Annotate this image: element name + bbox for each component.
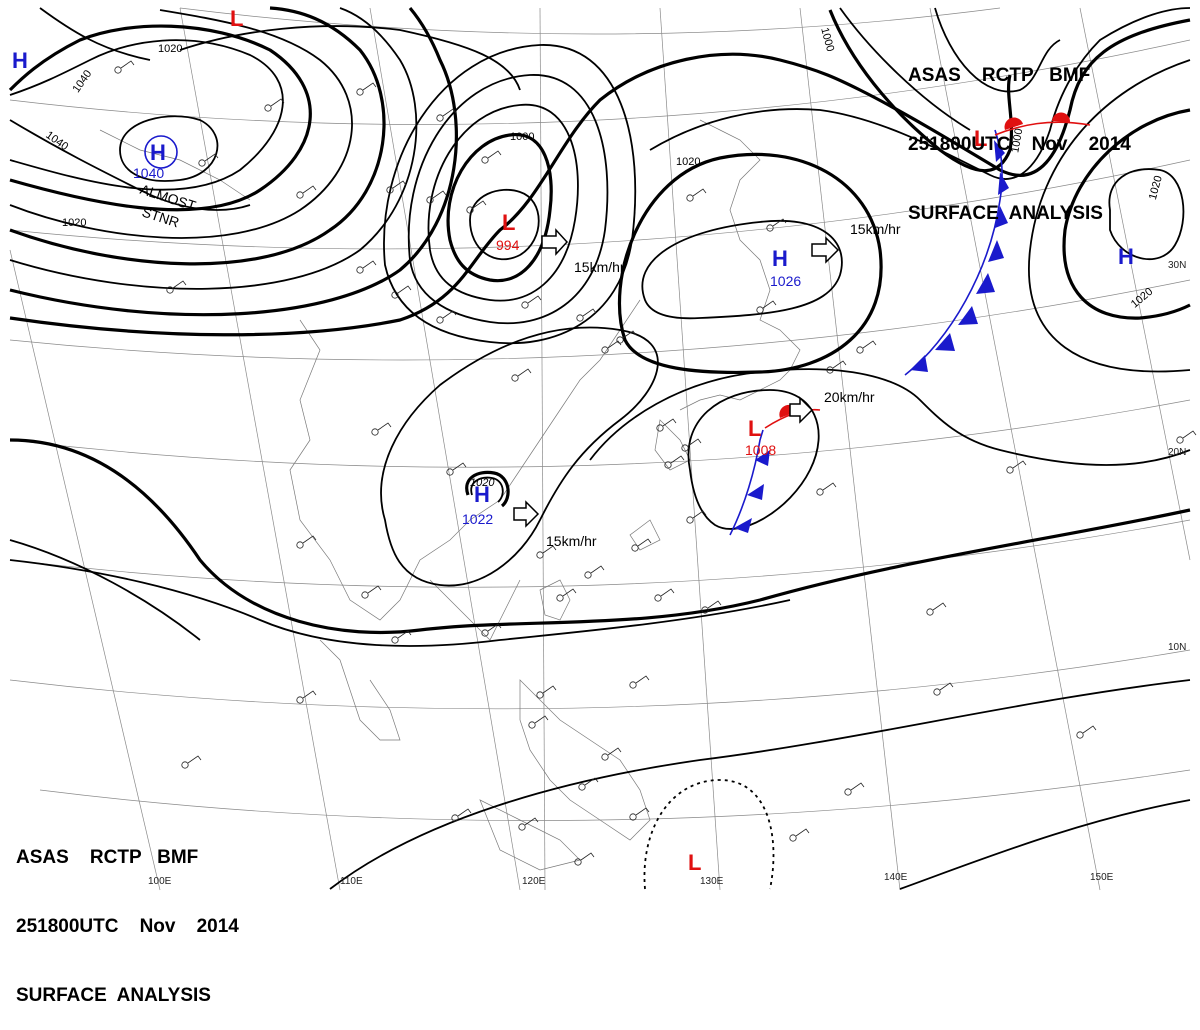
isobar-ne-3 xyxy=(934,7,1061,93)
isobar-label-1000-ne: 1000 xyxy=(818,26,836,53)
isobar-1008 xyxy=(687,389,820,530)
header-line-3: SURFACE ANALYSIS xyxy=(16,985,211,1006)
isobar-label-1000-front: 1000 xyxy=(1009,128,1025,154)
surface-analysis-map: H 1040 H L L 994 H 1026 L H L 1008 H 102… xyxy=(8,6,1197,891)
isobar-high1026 xyxy=(641,220,843,320)
isobar-siberia-6 xyxy=(9,7,418,290)
pressure-centers: H 1040 H L L 994 H 1026 L H L 1008 H 102… xyxy=(12,6,1134,875)
header-line-3: SURFACE ANALYSIS xyxy=(908,203,1103,224)
lon-label-110e: 110E xyxy=(340,876,363,887)
high-center-northwest: H xyxy=(12,48,28,73)
lon-label-140e: 140E xyxy=(884,872,908,883)
isobar-siberia-2 xyxy=(9,39,284,191)
lon-label-150e: 150E xyxy=(1090,872,1114,883)
header-top-right: ASAS RCTP BMF 251800UTC Nov 2014 SURFACE… xyxy=(908,18,1131,248)
high-center-1022: H xyxy=(474,482,490,507)
lon-label-120e: 120E xyxy=(522,876,546,887)
isobar-big-mid xyxy=(9,559,791,647)
isobar-dotted-low xyxy=(643,779,775,890)
isobar-ne-1000 xyxy=(828,9,1014,173)
movement-speed-high1026: 15km/hr xyxy=(850,221,901,237)
isobar-siberia-8 xyxy=(9,6,458,317)
isobar-label-1000-low: 1000 xyxy=(510,131,534,143)
isobar-siberia-4 xyxy=(9,9,353,239)
isobar-low994-1000 xyxy=(446,133,553,283)
isobar-low994-inner xyxy=(469,188,540,261)
isobar-se-1 xyxy=(589,368,1191,466)
isobar-north-1 xyxy=(179,25,521,91)
high-center-1026-value: 1026 xyxy=(770,273,801,289)
isobar-label-1020-se: 1020 xyxy=(1129,286,1155,311)
isobar-label-1020-n: 1020 xyxy=(676,156,700,168)
isobar-high1022-small xyxy=(465,470,510,508)
low-center-north: L xyxy=(230,6,243,31)
isobar-west-1 xyxy=(9,539,201,641)
low-center-south: L xyxy=(688,850,701,875)
high-center-east: H xyxy=(1118,244,1134,269)
high-center-1022-value: 1022 xyxy=(462,511,493,527)
station-plots xyxy=(114,60,1197,866)
header-line-1: ASAS RCTP BMF xyxy=(908,65,1091,86)
coastlines xyxy=(99,119,801,871)
isobar-label-1020-w: 1020 xyxy=(62,217,86,229)
isobar-east-1020 xyxy=(1062,108,1191,320)
isobar-label-1020-h: 1020 xyxy=(470,477,495,489)
isobar-label-1020-nw: 1020 xyxy=(158,43,182,55)
header-line-2: 251800UTC Nov 2014 xyxy=(908,134,1131,155)
cold-front-northeast xyxy=(904,129,1009,376)
movement-speed-low994: 15km/hr xyxy=(574,259,625,275)
isobar-label-1020-e: 1020 xyxy=(1147,174,1165,201)
header-line-1: ASAS RCTP BMF xyxy=(16,847,199,868)
lon-label-130e: 130E xyxy=(700,876,724,887)
isobar-siberia-3 xyxy=(119,115,219,182)
latitude-lines xyxy=(9,7,1191,821)
isobar-label-1040-b: 1040 xyxy=(43,129,70,153)
high-center-siberia: H xyxy=(150,140,166,165)
isobar-siberia-outer xyxy=(8,24,312,212)
movement-arrows xyxy=(513,228,840,528)
high-center-siberia-value: 1040 xyxy=(133,165,164,181)
isobar-low994-4 xyxy=(383,44,637,345)
isobar-east-high-inner xyxy=(1108,168,1185,261)
isobar-siberia-9 xyxy=(9,119,251,211)
low-center-1008-value: 1008 xyxy=(745,442,776,458)
movement-speed-high1022: 15km/hr xyxy=(546,533,597,549)
isobar-1020-south xyxy=(9,438,1191,634)
isobar-1020-loop xyxy=(380,326,659,587)
isobar-ne-1 xyxy=(649,7,1191,180)
lat-label-30n: 30N xyxy=(1168,260,1186,271)
low-center-1008: L xyxy=(748,416,761,441)
isobar-low994-2 xyxy=(427,103,579,302)
isobar-ne-2 xyxy=(839,7,971,131)
movement-speed-low1008: 20km/hr xyxy=(824,389,875,405)
lat-label-20n: 20N xyxy=(1168,447,1186,458)
warm-front-northeast xyxy=(994,112,1091,136)
isobar-label-1040-a: 1040 xyxy=(70,68,94,95)
isobar-low994-3 xyxy=(407,74,609,325)
isobar-siberia-7 xyxy=(39,7,151,61)
isobar-east-outer xyxy=(1028,59,1191,373)
isobar-1020-north-high xyxy=(617,152,883,375)
cold-front-south xyxy=(729,429,770,536)
lat-label-10n: 10N xyxy=(1168,642,1186,653)
isobars xyxy=(8,6,1191,890)
isobar-far-se xyxy=(899,799,1191,890)
low-center-northeast: L xyxy=(974,126,987,151)
high-center-1026: H xyxy=(772,246,788,271)
graticule-labels: 30N 20N 10N 100E 110E 120E 130E 140E 150… xyxy=(148,260,1186,887)
lon-label-100e: 100E xyxy=(148,876,172,887)
isobar-siberia-5 xyxy=(9,6,386,266)
longitude-lines xyxy=(9,7,1191,891)
low-center-994-value: 994 xyxy=(496,237,520,253)
isobar-1020-mid xyxy=(9,18,1191,337)
header-bottom-left: ASAS RCTP BMF 251800UTC Nov 2014 SURFACE… xyxy=(16,800,239,1030)
text-annotations: ALMOST STNR 15km/hr 15km/hr 20km/hr 15km… xyxy=(138,181,901,549)
header-line-2: 251800UTC Nov 2014 xyxy=(16,916,239,937)
low-center-994: L xyxy=(502,210,515,235)
isobar-high1022-ring xyxy=(470,476,504,503)
isobar-south-1 xyxy=(329,679,1191,890)
